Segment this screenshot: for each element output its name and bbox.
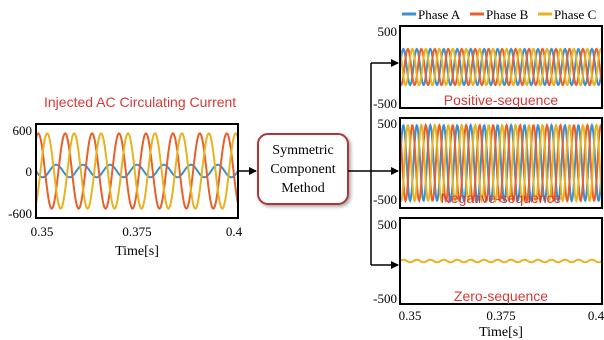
legend: Phase A Phase B Phase C bbox=[402, 7, 596, 22]
x-tick-0.35: 0.35 bbox=[31, 224, 54, 239]
negative-sequence-label: Negative-sequence bbox=[441, 190, 562, 206]
branch-arrows bbox=[348, 59, 399, 269]
plot-injected: 600 0 -600 0.35 0.375 0.4 Time[s] bbox=[8, 123, 243, 259]
plot-positive-frame bbox=[399, 25, 603, 109]
positive-sequence-label: Positive-sequence bbox=[444, 92, 559, 108]
zero-x-tick-0.35: 0.35 bbox=[399, 308, 422, 323]
y-tick-600: 600 bbox=[13, 123, 33, 138]
zero-x-axis-title: Time[s] bbox=[479, 325, 523, 340]
legend-item-phase-b: Phase B bbox=[470, 7, 529, 22]
zero-x-tick-0.4: 0.4 bbox=[588, 308, 604, 323]
y-tick-neg-600: -600 bbox=[8, 206, 32, 221]
legend-label-phase-a: Phase A bbox=[418, 7, 461, 22]
plot-zero: 500 -500 Zero-sequence 0.35 0.375 0.4 Ti… bbox=[373, 217, 604, 340]
plot-injected-frame bbox=[35, 123, 239, 219]
injected-current-title: Injected AC Circulating Current bbox=[44, 94, 236, 110]
legend-label-phase-b: Phase B bbox=[486, 7, 529, 22]
trace-phase-c bbox=[399, 47, 603, 87]
method-block-line-2: Component bbox=[270, 162, 335, 177]
plot-negative-frame bbox=[399, 117, 603, 209]
neg-y-tick-500: 500 bbox=[378, 116, 398, 131]
trace-phase-b bbox=[399, 47, 603, 87]
method-block-box bbox=[257, 133, 349, 205]
trace-phase-a bbox=[399, 47, 603, 87]
zero-y-tick-neg-500: -500 bbox=[373, 291, 397, 306]
trace-phase-c bbox=[35, 132, 239, 210]
plot-injected-traces bbox=[35, 132, 239, 210]
plot-positive-traces bbox=[399, 47, 603, 87]
plot-negative-traces bbox=[399, 122, 603, 204]
trace-phase-a bbox=[399, 122, 603, 204]
plot-zero-frame bbox=[399, 217, 603, 305]
trace-phase-a bbox=[35, 163, 239, 179]
x-tick-0.4: 0.4 bbox=[226, 224, 243, 239]
method-block: Symmetric Component Method bbox=[257, 133, 349, 205]
plot-zero-traces bbox=[399, 258, 603, 264]
trace-phase-c bbox=[399, 122, 603, 204]
plot-negative: 500 -500 Negative-sequence bbox=[373, 116, 603, 209]
legend-item-phase-c: Phase C bbox=[538, 7, 596, 22]
plot-positive: 500 -500 Positive-sequence bbox=[373, 24, 603, 111]
x-axis-title: Time[s] bbox=[115, 244, 159, 259]
y-tick-0: 0 bbox=[26, 164, 33, 179]
trace-phase-b bbox=[35, 132, 239, 210]
legend-label-phase-c: Phase C bbox=[554, 7, 596, 22]
zero-x-tick-0.375: 0.375 bbox=[486, 308, 515, 323]
zero-sequence-label: Zero-sequence bbox=[454, 288, 548, 304]
neg-y-tick-neg-500: -500 bbox=[373, 192, 397, 207]
method-block-line-3: Method bbox=[281, 181, 325, 196]
method-block-line-1: Symmetric bbox=[272, 143, 333, 158]
legend-item-phase-a: Phase A bbox=[402, 7, 461, 22]
pos-y-tick-500: 500 bbox=[378, 24, 398, 39]
trace-phase-b bbox=[399, 122, 603, 204]
x-tick-0.375: 0.375 bbox=[122, 224, 151, 239]
pos-y-tick-neg-500: -500 bbox=[373, 96, 397, 111]
trace-phase-c bbox=[399, 258, 603, 264]
zero-y-tick-500: 500 bbox=[378, 217, 398, 232]
